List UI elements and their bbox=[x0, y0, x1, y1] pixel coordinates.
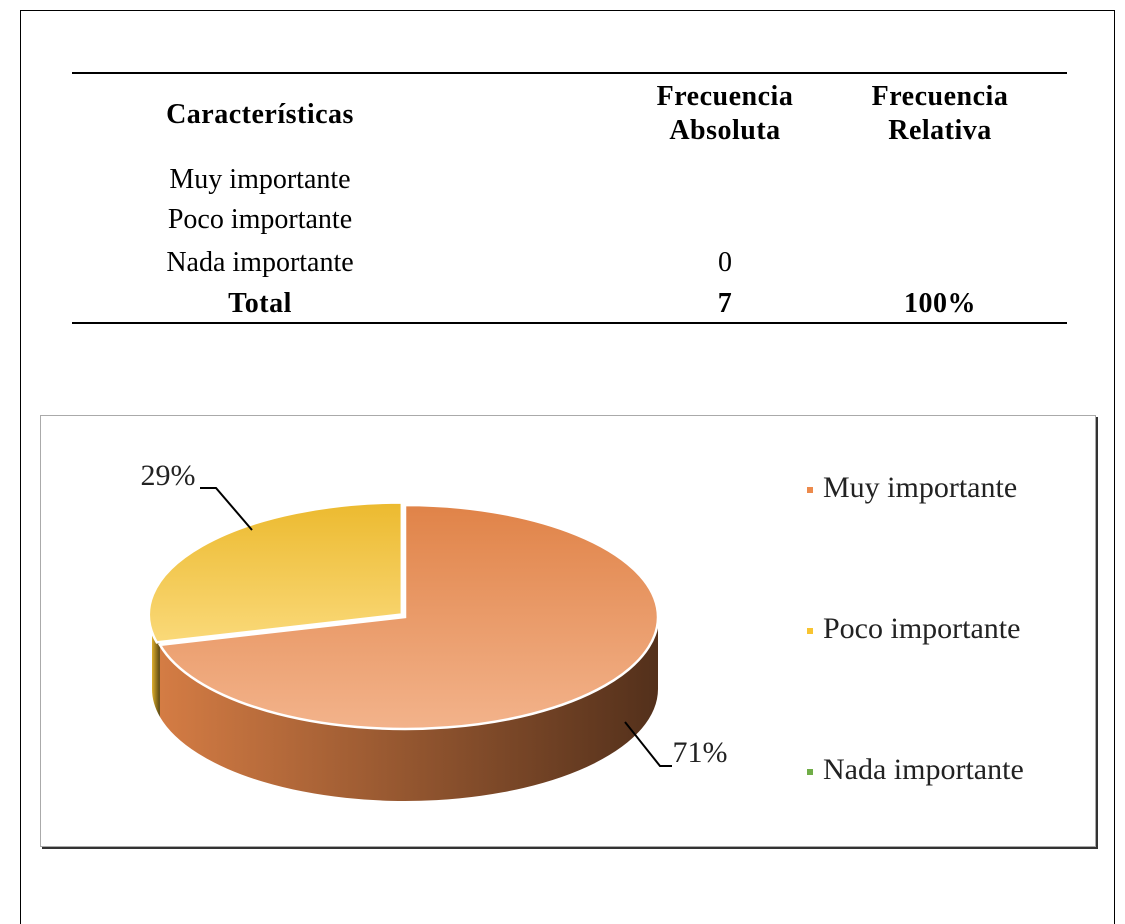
leader-line bbox=[624, 721, 672, 767]
chart-box bbox=[40, 415, 1096, 847]
page-frame bbox=[20, 10, 1115, 924]
table-top-rule bbox=[72, 72, 1067, 74]
total-cell: 100% bbox=[904, 288, 976, 319]
pie-slice bbox=[157, 503, 660, 731]
column-header: Características bbox=[166, 99, 354, 130]
column-header: Frecuencia Absoluta bbox=[656, 81, 794, 146]
table-cell: Muy importante bbox=[169, 164, 351, 195]
leader-line bbox=[200, 487, 253, 531]
data-label: 29% bbox=[141, 459, 196, 492]
data-label: 71% bbox=[673, 736, 728, 769]
legend-marker bbox=[807, 628, 813, 634]
legend-label: Poco importante bbox=[823, 612, 1020, 645]
total-cell: 7 bbox=[717, 288, 733, 319]
legend-label: Muy importante bbox=[823, 471, 1017, 504]
pie-side bbox=[159, 617, 658, 801]
table-cell: Poco importante bbox=[167, 204, 353, 235]
table-bottom-rule bbox=[72, 322, 1067, 324]
pie-slice bbox=[147, 501, 404, 644]
table-cell: Nada importante bbox=[166, 247, 354, 278]
column-header: Frecuencia Relativa bbox=[871, 81, 1009, 146]
legend-marker bbox=[807, 487, 813, 493]
total-cell: Total bbox=[228, 288, 292, 319]
table-cell: 0 bbox=[718, 247, 732, 278]
legend-marker bbox=[807, 769, 813, 775]
legend-label: Nada importante bbox=[823, 753, 1024, 786]
